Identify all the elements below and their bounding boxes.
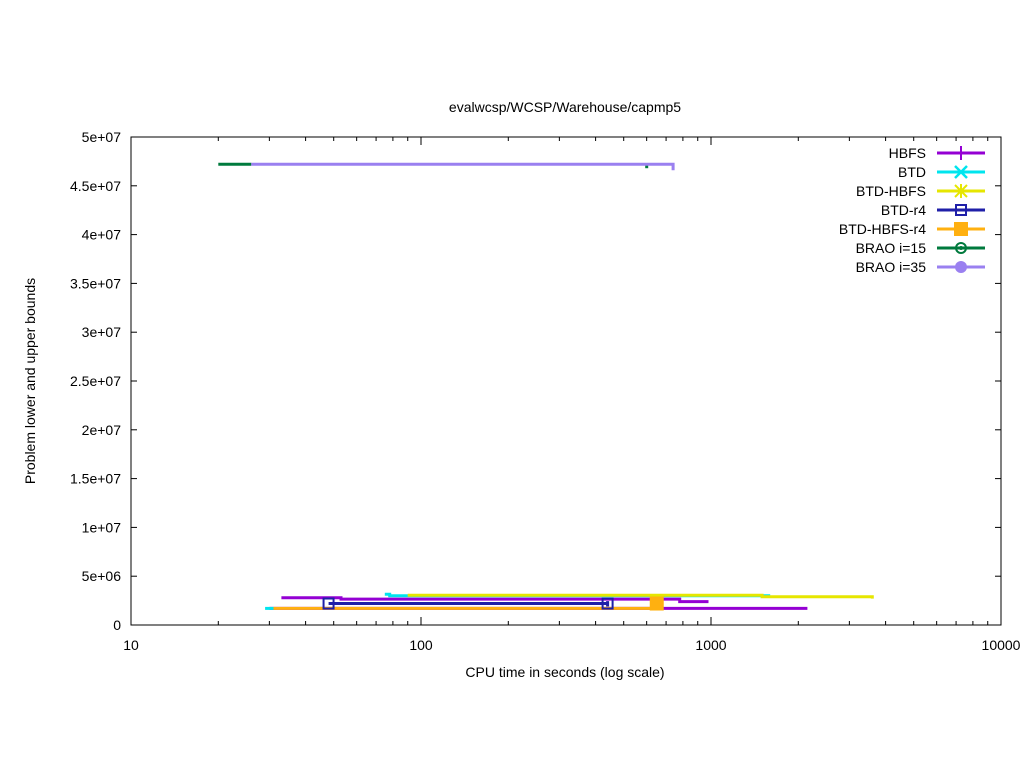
legend-marker (954, 222, 968, 236)
x-tick-label: 10 (123, 637, 139, 653)
y-tick-label: 1e+07 (82, 519, 122, 535)
x-tick-label: 100 (409, 637, 433, 653)
y-tick-label: 3.5e+07 (70, 275, 121, 291)
data-point-marker (649, 596, 664, 611)
x-tick-label: 10000 (982, 637, 1021, 653)
legend-label: BTD-HBFS (856, 183, 926, 199)
legend-label: HBFS (889, 145, 926, 161)
series-lines (218, 162, 874, 610)
y-tick-label: 0 (113, 617, 121, 633)
data-point-marker (601, 597, 614, 610)
point-markers (322, 596, 664, 611)
series-line (407, 593, 874, 599)
legend-marker (955, 261, 967, 273)
legend-marker (955, 242, 967, 254)
legend-label: BTD-r4 (881, 202, 926, 218)
y-tick-label: 4.5e+07 (70, 178, 121, 194)
x-axis-label: CPU time in seconds (log scale) (465, 664, 664, 680)
legend-label: BTD (898, 164, 926, 180)
y-tick-label: 2.5e+07 (70, 373, 121, 389)
legend-marker (955, 204, 967, 216)
y-tick-label: 5e+06 (82, 568, 122, 584)
x-tick-label: 1000 (695, 637, 726, 653)
legend-marker (954, 165, 968, 179)
y-tick-label: 3e+07 (82, 324, 122, 340)
y-axis: 0 5e+06 1e+07 1.5e+07 2e+07 2.5e+07 3e+07 3.5e+… (70, 129, 1001, 633)
series-line (328, 601, 610, 607)
legend: HBFS BTD BTD-HBFS BTD-r4 BTD-HBFS-r4 BRAO i=1… (839, 145, 985, 275)
legend-label: BRAO i=35 (856, 259, 927, 275)
y-tick-label: 4e+07 (82, 227, 122, 243)
y-tick-label: 1.5e+07 (70, 471, 121, 487)
legend-label: BTD-HBFS-r4 (839, 221, 926, 237)
legend-marker (954, 184, 968, 198)
series-line (251, 162, 675, 171)
chart-title: evalwcsp/WCSP/Warehouse/capmp5 (449, 99, 681, 115)
y-tick-label: 5e+07 (82, 129, 122, 145)
x-axis: 10 100 1000 10000 (123, 137, 1021, 653)
data-point-marker (322, 597, 335, 610)
legend-marker (954, 146, 968, 160)
legend-label: BRAO i=15 (856, 240, 927, 256)
y-tick-label: 2e+07 (82, 422, 122, 438)
y-axis-label: Problem lower and upper bounds (22, 278, 38, 484)
